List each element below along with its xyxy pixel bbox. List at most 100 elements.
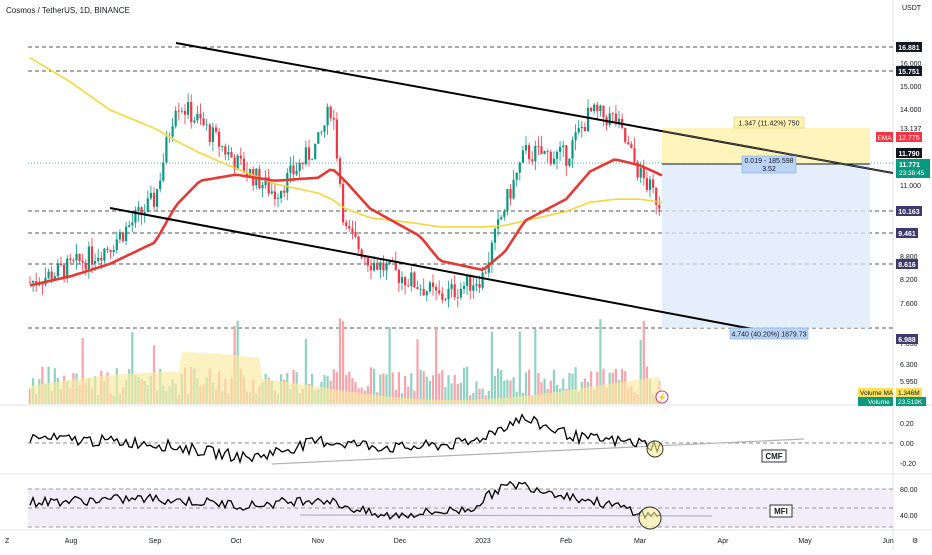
candle-body [329,106,332,119]
cmf-tick: 0.20 [900,421,914,428]
volume-bar [512,377,515,404]
settings-gear-icon[interactable]: ⚙ [912,537,918,545]
candle-body [227,152,230,155]
volume-bar [481,388,484,404]
candle-body [360,249,363,258]
candle-body [134,211,137,223]
level-badge-label: 10.163 [898,209,920,216]
ema-value: 12.775 [898,135,920,142]
price-axis[interactable]: 16.000 15.000 14.000 13.137 11.000 8.800… [900,61,922,386]
candle-body [270,191,273,194]
candle-body [106,248,109,250]
candle-body [276,198,280,199]
mfi-highlight-circle[interactable] [638,506,662,530]
candle-body [593,104,596,112]
candle-body [382,262,385,271]
candle-body [614,113,617,124]
volume-bar [397,371,400,404]
cmf-trend-line[interactable] [271,438,805,465]
candle-body [149,192,152,199]
candle-body [56,263,59,277]
candle-body [627,142,630,145]
candle-body [590,107,593,112]
candle-body [311,159,314,161]
volume-badge [858,397,893,406]
cmf-axis[interactable]: 0.20 0.00 -0.20 [900,421,916,468]
volume-bar [385,374,388,404]
volume-bar [543,378,546,404]
price-tick: 6.300 [900,362,918,369]
candle-body [242,158,245,173]
candle-body [28,282,32,284]
candle-body [174,110,177,127]
time-axis[interactable]: Aug Sep Oct Nov Dec 2023 Feb Mar Apr May… [65,538,894,545]
volume-bar [503,380,506,404]
candle-body [428,282,431,292]
candle-body [534,146,537,162]
entry-label-1: 0.019 - 185.598 [744,158,793,165]
volume-bar [435,326,438,404]
candle-body [524,145,528,151]
volume-bar [500,369,503,404]
candle-body [59,263,63,266]
candle-body [66,258,69,279]
volume-bar [419,369,422,404]
target-label: 1.347 (11.42%) 750 [739,121,800,128]
candle-body [447,288,450,300]
price-tick: 16.000 [900,61,922,68]
ema-line [29,158,663,287]
volume-bar [459,382,462,404]
candle-body [410,272,413,286]
tradingview-logo-icon[interactable]: Z [5,538,10,545]
level-badge [896,334,918,344]
currency-label: USDT [902,5,922,12]
candle-body [97,257,100,262]
volume-bar [642,321,645,404]
candle-body [438,290,441,294]
candle-body [280,190,283,199]
level-badge-label: 16.881 [898,45,920,52]
candle-body [407,285,410,287]
level-badge [896,66,922,76]
candle-body [183,110,187,115]
candle-body [608,113,611,125]
stop-label: 4.740 (40.20%) 1879.73 [731,332,806,339]
candle-body [121,232,125,242]
candle-body [435,286,438,291]
candle-body [50,271,53,280]
candle-body [512,179,515,199]
candle-body [481,272,484,288]
volume-bar [552,369,555,404]
time-tick: Apr [718,538,730,545]
candle-body [611,113,614,115]
level-badge-label: 8.616 [898,262,916,269]
lightning-icon[interactable] [655,390,669,404]
stop-zone[interactable] [662,164,870,328]
time-tick: Feb [560,538,572,545]
candle-body [205,124,208,126]
channel-lower-line[interactable] [109,207,759,331]
candle-body [404,277,407,286]
candle-body [187,102,190,115]
candle-body [425,291,428,296]
candle-body [490,242,493,263]
candle-body [146,198,149,213]
volume-bar [428,380,431,404]
mfi-axis[interactable]: 80.00 40.00 [900,487,918,520]
candle-body [493,228,497,243]
candle-body [292,165,295,175]
volume-bar [373,368,376,404]
candle-body [562,145,565,147]
candle-body [487,262,490,273]
volume-bar [345,374,348,404]
volume-bar [444,387,447,404]
cmf-highlight-circle[interactable] [646,440,664,458]
candle-body [156,189,159,207]
volume-bar [447,375,450,404]
candle-body [165,137,168,163]
candle-body [559,146,562,152]
candle-body [571,140,574,159]
volume-value: 23.519K [898,399,923,406]
candle-body [159,180,162,190]
